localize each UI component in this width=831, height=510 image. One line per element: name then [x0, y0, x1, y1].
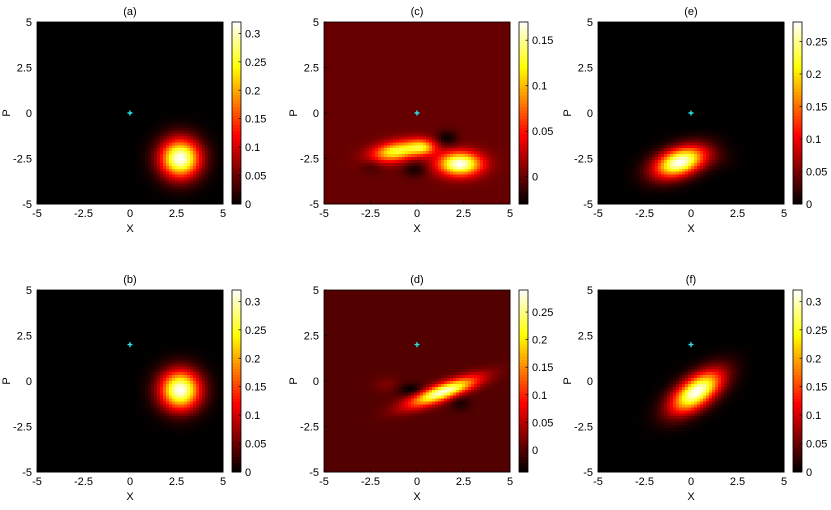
x-axis-label: X: [126, 223, 134, 235]
y-tick-label: -2.5: [13, 154, 32, 166]
colorbar: [232, 22, 241, 205]
x-tick-label: -2.5: [74, 208, 93, 220]
colorbar-tick-label: 0.15: [245, 114, 266, 126]
y-axis-label: P: [1, 109, 13, 116]
y-tick-label: 5: [26, 17, 32, 29]
colorbar-tick-label: 0: [245, 199, 251, 211]
colorbar-tick-label: 0.1: [245, 142, 260, 154]
y-tick-label: 0: [26, 108, 32, 120]
colorbar-tick-label: 0.3: [245, 28, 260, 40]
chart-title: (a): [123, 6, 136, 18]
colorbar-tick-label: 0.25: [245, 57, 266, 69]
x-tick-label: 2.5: [169, 208, 184, 220]
chart-panel-1: (a) X P -5 -2.5 0 2.5 5 -5 -2.5 0 2.5 5 0 0.05 0.1 0.15 0…: [1, 6, 266, 235]
colorbar-tick-label: 0.2: [245, 85, 260, 97]
y-tick-label: -5: [22, 199, 32, 211]
x-tick-label: 5: [220, 208, 226, 220]
y-tick-label: 2.5: [17, 63, 32, 75]
x-tick-label: -5: [32, 208, 42, 220]
x-tick-label: 0: [127, 208, 133, 220]
colorbar-tick-label: 0.05: [245, 171, 266, 183]
